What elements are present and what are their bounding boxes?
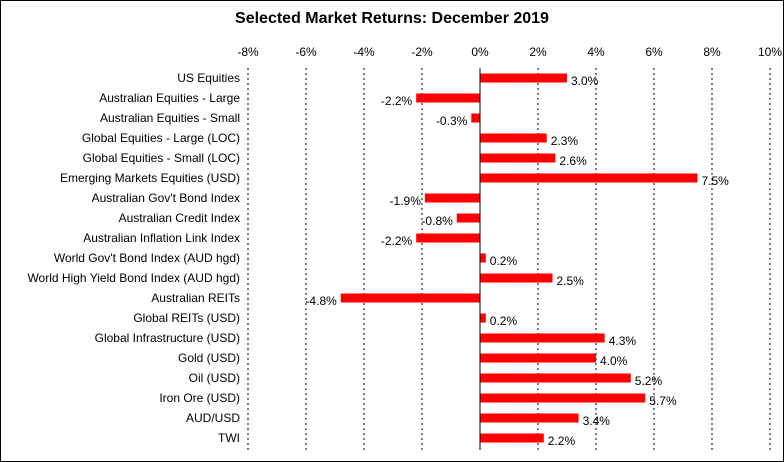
data-label: 0.2% [490, 254, 518, 268]
bar [480, 133, 547, 143]
chart-title: Selected Market Returns: December 2019 [235, 10, 549, 27]
category-label: Australian Equities - Large [99, 91, 240, 105]
data-label: 5.2% [635, 374, 663, 388]
data-label: 7.5% [702, 174, 730, 188]
data-label: -0.3% [436, 114, 468, 128]
x-tick-label: 2% [529, 45, 547, 59]
category-label: US Equities [177, 71, 240, 85]
x-axis-ticks: -8% -6% -4% -2% 0% 2% 4% 6% 8% 10% [237, 45, 782, 59]
bar [480, 393, 646, 403]
category-label: World High Yield Bond Index (AUD hgd) [27, 271, 240, 285]
data-label: 2.6% [559, 154, 587, 168]
x-tick-label: -6% [295, 45, 317, 59]
category-label: Australian Gov't Bond Index [92, 191, 240, 205]
data-labels: 3.0% -2.2% -0.3% 2.3% 2.6% 7.5% -1.9% -0.8% -2.2… [305, 74, 729, 448]
grid-lines [247, 68, 771, 450]
data-label: -2.2% [381, 234, 413, 248]
category-label: Oil (USD) [189, 371, 240, 385]
category-label: AUD/USD [186, 411, 240, 425]
bar [416, 93, 480, 103]
bars [340, 73, 698, 443]
category-label: Australian Credit Index [119, 211, 240, 225]
category-label: Global Equities - Small (LOC) [83, 151, 240, 165]
bar [471, 113, 480, 123]
data-label: 4.0% [600, 354, 628, 368]
data-label: -0.8% [421, 214, 453, 228]
category-label: Australian Inflation Link Index [83, 231, 240, 245]
bar [480, 313, 486, 323]
bar [480, 273, 553, 283]
bar [480, 153, 556, 163]
data-label: -4.8% [305, 294, 337, 308]
data-label: 0.2% [490, 314, 518, 328]
bar [480, 173, 698, 183]
category-label: World Gov't Bond Index (AUD hgd) [54, 251, 240, 265]
x-tick-label: 8% [703, 45, 721, 59]
bar [424, 193, 480, 203]
category-label: TWI [218, 431, 240, 445]
bar [340, 293, 480, 303]
x-tick-label: 4% [587, 45, 605, 59]
data-label: 2.3% [551, 134, 579, 148]
x-tick-label: 6% [645, 45, 663, 59]
bar [456, 213, 480, 223]
data-label: 3.0% [571, 74, 599, 88]
bar [480, 253, 486, 263]
x-tick-label: -4% [353, 45, 375, 59]
bar [480, 353, 596, 363]
data-label: -2.2% [381, 94, 413, 108]
data-label: 2.2% [548, 434, 576, 448]
category-labels: US Equities Australian Equities - Large Au… [27, 71, 240, 445]
data-label: 2.5% [557, 274, 585, 288]
bar [480, 73, 567, 83]
category-label: Australian Equities - Small [100, 111, 240, 125]
bar [480, 413, 579, 423]
bar [480, 333, 605, 343]
bar [416, 233, 480, 243]
data-label: -1.9% [390, 194, 422, 208]
data-label: 5.7% [649, 394, 677, 408]
data-label: 4.3% [609, 334, 637, 348]
category-label: Global Equities - Large (LOC) [82, 131, 240, 145]
x-tick-label: 10% [758, 45, 782, 59]
category-label: Gold (USD) [178, 351, 240, 365]
bar [480, 433, 544, 443]
category-label: Global REITs (USD) [133, 311, 240, 325]
x-tick-label: 0% [471, 45, 489, 59]
x-tick-label: -2% [411, 45, 433, 59]
category-label: Global Infrastructure (USD) [95, 331, 240, 345]
category-label: Australian REITs [151, 291, 240, 305]
category-label: Emerging Markets Equities (USD) [60, 171, 240, 185]
x-tick-label: -8% [237, 45, 259, 59]
bar [480, 373, 631, 383]
category-label: Iron Ore (USD) [159, 391, 240, 405]
data-label: 3.4% [583, 414, 611, 428]
